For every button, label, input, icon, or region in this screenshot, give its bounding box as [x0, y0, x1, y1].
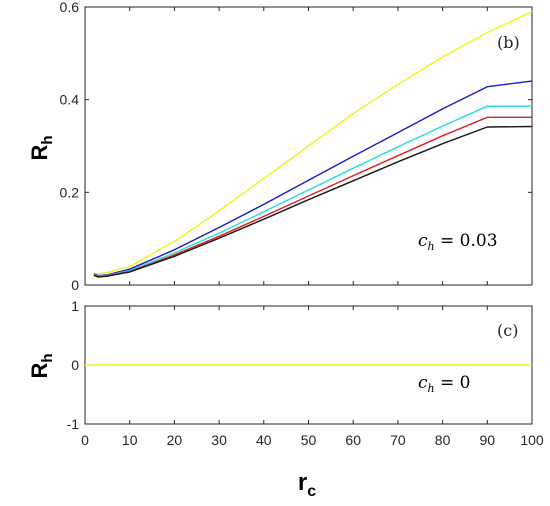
panel-b-ylabel-sub: h — [39, 135, 56, 144]
panel-c-annotation-sub: h — [428, 382, 435, 395]
x-axis-label-main: r — [298, 469, 307, 496]
panel-c-ylabel-main: R — [27, 363, 52, 379]
panel-b-y-ticks: 0 0.2 0.4 0.6 — [60, 0, 532, 293]
y-tick-label: 0 — [71, 277, 79, 293]
panel-b-annotation-sub: h — [428, 240, 435, 253]
x-tick-label: 90 — [480, 432, 496, 448]
x-tick-label: 80 — [435, 432, 451, 448]
panel-c-annotation-var: c — [418, 373, 428, 393]
panel-c-ylabel-sub: h — [39, 353, 56, 362]
panel-b-annotation-rest: = 0.03 — [435, 231, 498, 251]
panel-b-tag: (b) — [497, 33, 520, 52]
x-tick-label: 30 — [211, 432, 227, 448]
x-tick-label: 100 — [520, 432, 544, 448]
y-tick-label: 0 — [71, 357, 79, 373]
series-line-5 — [93, 125, 533, 278]
panel-b-ylabel-main: R — [27, 145, 52, 161]
panel-c-annotation-rest: = 0 — [435, 373, 471, 393]
panel-c-x-ticks: 0 10 20 30 40 50 60 70 80 90 100 — [81, 306, 544, 448]
y-tick-label: 1 — [71, 298, 79, 314]
y-tick-label: 0.6 — [60, 0, 80, 15]
x-tick-label: 60 — [345, 432, 361, 448]
x-tick-label: 50 — [301, 432, 317, 448]
panel-b-series — [93, 10, 533, 278]
panel-b-annotation-var: c — [418, 231, 428, 251]
panel-b-annotation: ch = 0.03 — [418, 231, 498, 253]
x-tick-label: 70 — [390, 432, 406, 448]
series-line-1 — [93, 10, 533, 275]
panel-c-annotation: ch = 0 — [418, 373, 471, 395]
x-tick-label: 10 — [122, 432, 138, 448]
x-tick-label: 40 — [256, 432, 272, 448]
panel-b-x-ticks — [84, 7, 533, 285]
y-tick-label: 0.4 — [60, 92, 80, 108]
panel-c-ylabel: Rh — [27, 353, 56, 378]
x-tick-label: 0 — [81, 432, 89, 448]
x-axis-label: rc — [298, 469, 316, 500]
x-axis-label-sub: c — [307, 483, 316, 500]
panel-c: -101 0 10 20 30 40 50 60 70 80 90 100 (c) ch = 0 R… — [27, 298, 544, 500]
y-tick-label: 0.2 — [60, 184, 80, 200]
panel-b-ylabel: Rh — [27, 135, 56, 160]
panel-c-tag: (c) — [497, 321, 518, 340]
panel-b: 00.20.40.6 (b) ch = 0.03 Rh — [27, 0, 533, 293]
x-tick-label: 20 — [167, 432, 183, 448]
y-tick-label: -1 — [67, 416, 80, 432]
series-line-4 — [93, 116, 532, 278]
